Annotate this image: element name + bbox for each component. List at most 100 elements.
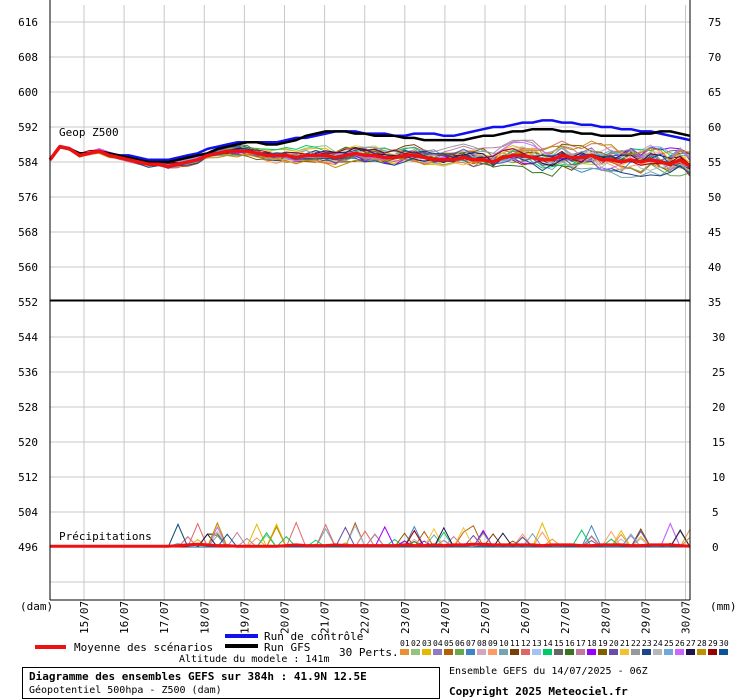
legend-pert-swatch: [532, 649, 541, 655]
right-tick-label: 20: [712, 401, 725, 414]
right-tick-label: 40: [708, 261, 721, 274]
legend-pert-number: 15: [554, 639, 564, 648]
left-unit-label: (dam): [20, 600, 53, 613]
right-tick-label: 50: [708, 191, 721, 204]
legend-pert-number: 28: [697, 639, 707, 648]
precip-mean-line: [50, 542, 691, 548]
legend-pert-swatch: [411, 649, 420, 655]
legend-pert-swatch: [444, 649, 453, 655]
x-tick-label: 22/07: [359, 601, 372, 634]
legend-pert-swatch: [686, 649, 695, 655]
legend-pert-swatch: [488, 649, 497, 655]
copyright: Copyright 2025 Meteociel.fr: [449, 685, 628, 698]
right-tick-label: 30: [712, 331, 725, 344]
gfs-run-line: [48, 127, 691, 164]
ensemble-mean-line: [48, 144, 691, 169]
legend-pert-swatch: [664, 649, 673, 655]
left-tick-label: 504: [18, 506, 38, 519]
legend-pert-swatch: [477, 649, 486, 655]
x-tick-label: 24/07: [439, 601, 452, 634]
legend-perts-label: 30 Perts.: [339, 646, 399, 659]
legend-gfs-label: Run GFS: [264, 641, 310, 654]
legend-mean-label: Moyenne des scénarios: [74, 641, 213, 654]
legend-pert-swatch: [719, 649, 728, 655]
caption-box: Diagramme des ensembles GEFS sur 384h : …: [22, 667, 440, 699]
perturbation-series: [49, 139, 691, 549]
legend-pert-number: 09: [488, 639, 498, 648]
legend-pert-number: 13: [532, 639, 542, 648]
x-tick-label: 26/07: [519, 601, 532, 634]
left-tick-label: 496: [18, 541, 38, 554]
legend-pert-swatch: [543, 649, 552, 655]
legend-pert-swatch: [400, 649, 409, 655]
x-tick-label: 17/07: [158, 601, 171, 634]
legend-pert-number: 12: [521, 639, 531, 648]
grid: [50, 5, 690, 600]
right-tick-label: 55: [708, 156, 721, 169]
main-series: [48, 119, 691, 548]
legend-pert-swatch: [631, 649, 640, 655]
caption-subtitle: Géopotentiel 500hpa - Z500 (dam): [29, 685, 222, 696]
legend-pert-number: 30: [719, 639, 729, 648]
legend-pert-number: 21: [620, 639, 630, 648]
x-tick-label: 27/07: [559, 601, 572, 634]
left-tick-label: 616: [18, 16, 38, 29]
x-tick-label: 16/07: [118, 601, 131, 634]
left-tick-label: 536: [18, 366, 38, 379]
x-tick-label: 20/07: [279, 601, 292, 634]
legend-pert-number: 14: [543, 639, 553, 648]
right-tick-label: 10: [712, 471, 725, 484]
legend-pert-number: 27: [686, 639, 696, 648]
legend-pert-swatch: [642, 649, 651, 655]
x-tick-label: 19/07: [238, 601, 251, 634]
legend-pert-swatch: [609, 649, 618, 655]
left-tick-label: 512: [18, 471, 38, 484]
legend-pert-number: 02: [411, 639, 421, 648]
right-tick-label: 70: [708, 51, 721, 64]
legend-pert-number: 08: [477, 639, 487, 648]
left-tick-label: 576: [18, 191, 38, 204]
right-tick-label: 0: [712, 541, 719, 554]
right-tick-label: 65: [708, 86, 721, 99]
legend-pert-number: 01: [400, 639, 410, 648]
left-tick-label: 520: [18, 436, 38, 449]
legend-pert-swatch: [653, 649, 662, 655]
legend-pert-swatch: [554, 649, 563, 655]
legend-pert-swatch: [466, 649, 475, 655]
x-tick-label: 21/07: [319, 601, 332, 634]
left-tick-label: 560: [18, 261, 38, 274]
model-altitude: Altitude du modele : 141m: [179, 654, 330, 665]
x-tick-label: 30/07: [680, 601, 693, 634]
left-tick-label: 552: [18, 296, 38, 309]
legend-pert-number: 18: [587, 639, 597, 648]
x-tick-label: 23/07: [399, 601, 412, 634]
x-tick-label: 15/07: [78, 601, 91, 634]
legend-pert-number: 10: [499, 639, 509, 648]
legend-pert-number: 24: [653, 639, 663, 648]
legend-pert-number: 29: [708, 639, 718, 648]
x-tick-label: 28/07: [599, 601, 612, 634]
x-tick-label: 25/07: [479, 601, 492, 634]
legend-pert-swatch: [697, 649, 706, 655]
left-tick-label: 600: [18, 86, 38, 99]
legend-pert-swatch: [521, 649, 530, 655]
axis-labels: 6166086005925845765685605527570656055504…: [18, 16, 736, 634]
right-tick-label: 5: [712, 506, 719, 519]
right-tick-label: 35: [708, 296, 721, 309]
left-tick-label: 584: [18, 156, 38, 169]
x-tick-label: 29/07: [639, 601, 652, 634]
legend-pert-swatch: [422, 649, 431, 655]
legend-pert-number: 03: [422, 639, 432, 648]
legend-pert-swatch: [565, 649, 574, 655]
left-tick-label: 568: [18, 226, 38, 239]
right-tick-label: 45: [708, 226, 721, 239]
legend-pert-swatch: [433, 649, 442, 655]
legend-pert-number: 26: [675, 639, 685, 648]
legend-pert-number: 05: [444, 639, 454, 648]
caption-title: Diagramme des ensembles GEFS sur 384h : …: [29, 670, 367, 683]
plot-frame: [49, 0, 691, 601]
legend-pert-number: 04: [433, 639, 443, 648]
ensemble-info: Ensemble GEFS du 14/07/2025 - 06Z: [449, 666, 648, 677]
